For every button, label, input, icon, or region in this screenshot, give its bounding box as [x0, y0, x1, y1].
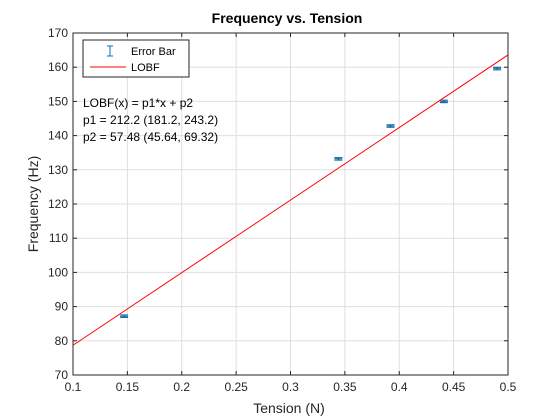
y-tick-label: 170: [48, 26, 68, 40]
y-tick-label: 160: [48, 60, 68, 74]
y-tick-label: 130: [48, 163, 68, 177]
x-tick-label: 0.2: [173, 380, 190, 394]
x-tick-label: 0.35: [333, 380, 357, 394]
series-layer: [72, 54, 509, 346]
y-tick-label: 80: [55, 334, 69, 348]
y-axis-label: Frequency (Hz): [25, 156, 41, 252]
fit-annotation-line: LOBF(x) = p1*x + p2: [83, 96, 193, 110]
y-tick-label: 90: [55, 300, 69, 314]
legend-label: Error Bar: [131, 46, 176, 58]
y-tick-label: 140: [48, 129, 68, 143]
x-axis-label: Tension (N): [253, 400, 325, 416]
error-bar-point: [120, 314, 129, 318]
legend-label: LOBF: [131, 62, 160, 74]
error-bar-point: [439, 99, 448, 104]
x-tick-label: 0.3: [282, 380, 299, 394]
y-tick-label: 110: [49, 231, 68, 245]
x-tick-label: 0.45: [442, 380, 466, 394]
x-tick-label: 0.25: [224, 380, 248, 394]
grid: [72, 32, 509, 376]
legend-box: [82, 39, 190, 78]
error-bar-point: [334, 157, 343, 161]
x-tick-label: 0.15: [116, 380, 140, 394]
legend-item: LOBF: [90, 62, 160, 74]
y-tick-label: 150: [48, 94, 68, 108]
y-tick-label: 120: [48, 197, 68, 211]
legend-item: Error Bar: [107, 45, 176, 58]
error-bar-point: [386, 124, 395, 128]
fit-annotation-line: p2 = 57.48 (45.64, 69.32): [83, 130, 218, 144]
x-tick-label: 0.4: [391, 380, 408, 394]
x-tick-label: 0.1: [65, 380, 82, 394]
error-bar-point: [493, 66, 502, 71]
x-tick-label: 0.5: [500, 380, 517, 394]
fit-annotation-line: p1 = 212.2 (181.2, 243.2): [83, 113, 218, 127]
lobf-line: [72, 54, 509, 346]
y-tick-label: 70: [55, 368, 69, 382]
y-tick-label: 100: [48, 265, 68, 279]
axis-ticks: 0.1 0.15 0.2 0.25 0.3 0.35 0.4 0.45 0.5 70 80 90 100…: [48, 26, 517, 394]
fit-annotation: LOBF(x) = p1*x + p2 p1 = 212.2 (181.2, 24…: [83, 96, 218, 144]
chart-title: Frequency vs. Tension: [212, 10, 363, 26]
legend: Error Bar LOBF: [82, 39, 190, 78]
